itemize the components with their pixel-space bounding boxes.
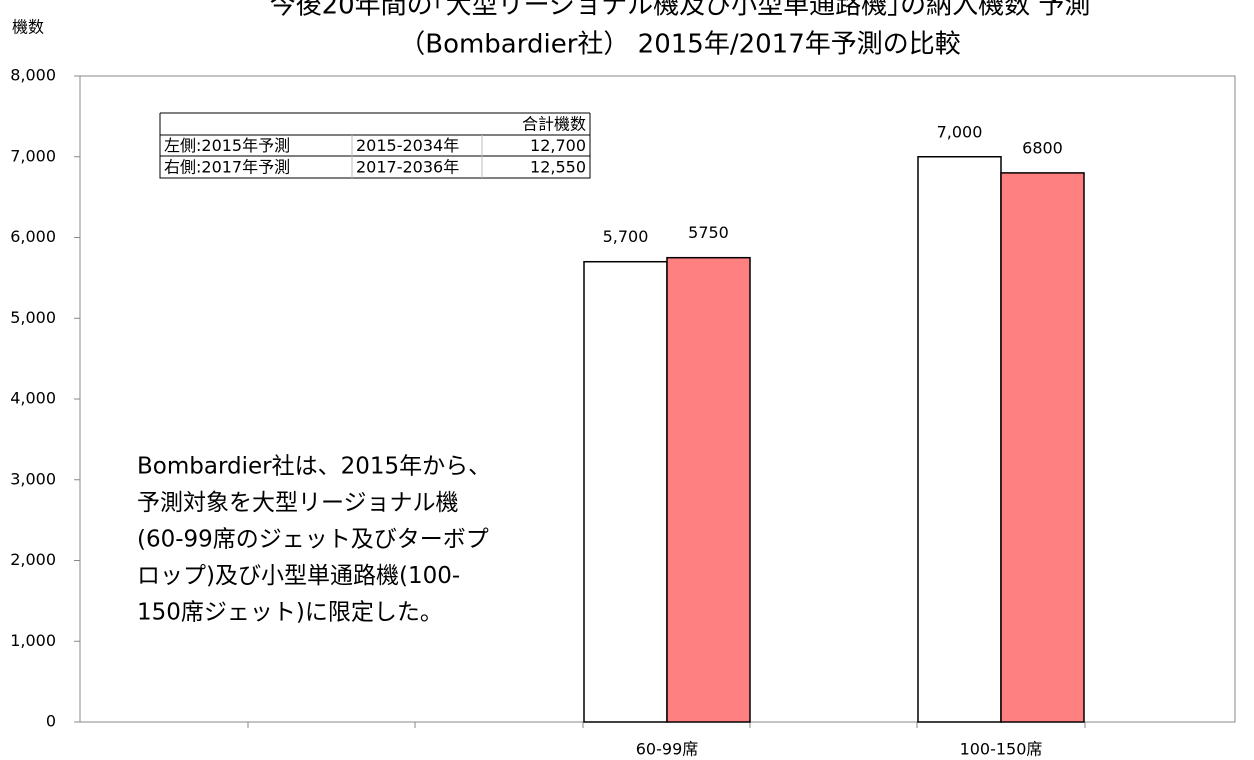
x-tick-label: 60-99席	[636, 740, 699, 759]
y-tick-label: 3,000	[10, 469, 56, 488]
bar	[666, 256, 751, 723]
y-tick-label: 4,000	[10, 389, 56, 408]
annotation: (60-99席のジェット及びターボプ	[137, 527, 489, 553]
table-cell: 左側:2015年予測	[164, 136, 290, 155]
data-label: 5,700	[603, 227, 649, 246]
y-axis-label: 機数	[12, 18, 44, 37]
annotation: 150席ジェット)に限定した。	[137, 600, 443, 626]
table-cell: 12,550	[530, 158, 586, 177]
bar	[917, 156, 1002, 723]
y-tick-label: 8,000	[10, 66, 56, 85]
annotation: ロップ)及び小型単通路機(100-	[137, 563, 460, 589]
chart-title: （Bombardier社） 2015年/2017年予測の比較	[399, 30, 961, 60]
bar	[1000, 172, 1085, 723]
annotation: Bombardier社は、2015年から、	[137, 454, 491, 480]
x-tick-label: 100-150席	[960, 740, 1043, 759]
data-label: 5750	[688, 223, 729, 242]
bar	[583, 260, 668, 723]
y-tick-label: 5,000	[10, 308, 56, 327]
chart-title: 今後20年間の｢大型リージョナル機及び小型単通路機｣の納入機数 予測	[270, 0, 1091, 21]
table-cell: 右側:2017年予測	[164, 158, 290, 177]
data-label: 6800	[1022, 138, 1063, 157]
y-tick-label: 7,000	[10, 146, 56, 165]
annotation: 予測対象を大型リージョナル機	[137, 490, 459, 516]
data-label: 7,000	[937, 122, 983, 141]
table-cell: 2017-2036年	[356, 158, 459, 177]
y-tick-label: 0	[46, 712, 56, 731]
y-tick-label: 1,000	[10, 631, 56, 650]
y-tick-label: 6,000	[10, 227, 56, 246]
table-cell: 12,700	[530, 136, 586, 155]
y-tick-label: 2,000	[10, 550, 56, 569]
table-cell: 2015-2034年	[356, 136, 459, 155]
table-header: 合計機数	[522, 115, 586, 134]
